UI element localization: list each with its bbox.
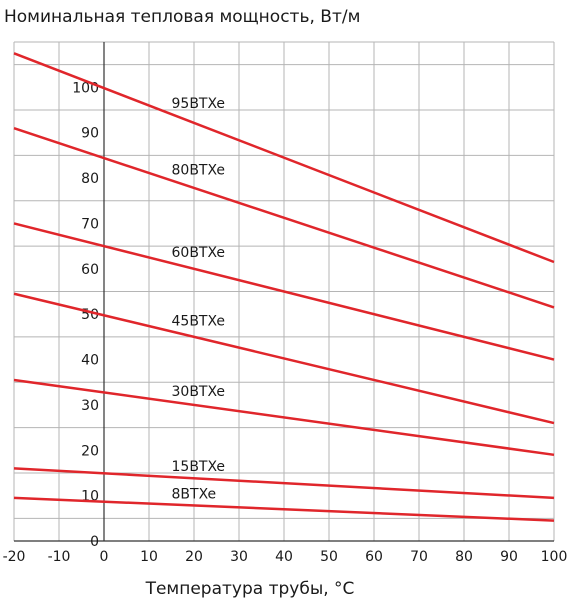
series-line [13, 292, 555, 425]
series-line [13, 52, 555, 264]
x-tick-label: 90 [500, 549, 518, 565]
series-line [13, 467, 555, 500]
grid [13, 41, 555, 541]
x-tick-label: -20 [3, 549, 26, 565]
series-label: 15BTXe [172, 459, 226, 475]
y-tick-label: 70 [81, 216, 99, 232]
y-tick-label: 40 [81, 353, 99, 369]
y-tick-label: 30 [81, 398, 99, 414]
x-tick-label: 100 [541, 549, 568, 565]
x-tick-labels: -20 -10 0 10 20 30 40 50 60 70 80 90 100 [3, 549, 568, 565]
x-tick-label: 20 [185, 549, 203, 565]
x-tick-label: 40 [275, 549, 293, 565]
x-tick-label: 70 [410, 549, 428, 565]
x-tick-label: 60 [365, 549, 383, 565]
series-label: 95BTXe [172, 96, 226, 112]
x-tick-label: 30 [230, 549, 248, 565]
series-labels: 95BTXe 80BTXe 60BTXe 45BTXe 30BTXe 15BTXe 8BTX… [172, 96, 226, 502]
series-line [13, 378, 555, 457]
y-tick-label: 60 [81, 262, 99, 278]
y-tick-label: 100 [72, 80, 99, 96]
y-tick-label: 90 [81, 126, 99, 142]
series-line [13, 496, 555, 522]
series-line [13, 222, 555, 361]
series-lines [13, 52, 555, 522]
y-tick-label: 20 [81, 443, 99, 459]
y-tick-label: 0 [90, 534, 99, 550]
x-tick-label: 50 [320, 549, 338, 565]
series-label: 60BTXe [172, 245, 226, 261]
axes [14, 42, 554, 542]
series-label: 30BTXe [172, 384, 226, 400]
series-label: 8BTXe [172, 487, 217, 503]
x-tick-label: 10 [140, 549, 158, 565]
x-axis-label: Температура трубы, °C [145, 579, 355, 599]
x-tick-label: 80 [455, 549, 473, 565]
series-line [13, 127, 555, 309]
series-label: 45BTXe [172, 313, 226, 329]
x-tick-label: -10 [48, 549, 71, 565]
chart-title: Номинальная тепловая мощность, Вт/м [4, 7, 360, 27]
x-tick-label: 0 [100, 549, 109, 565]
y-tick-label: 80 [81, 171, 99, 187]
series-label: 80BTXe [172, 162, 226, 178]
